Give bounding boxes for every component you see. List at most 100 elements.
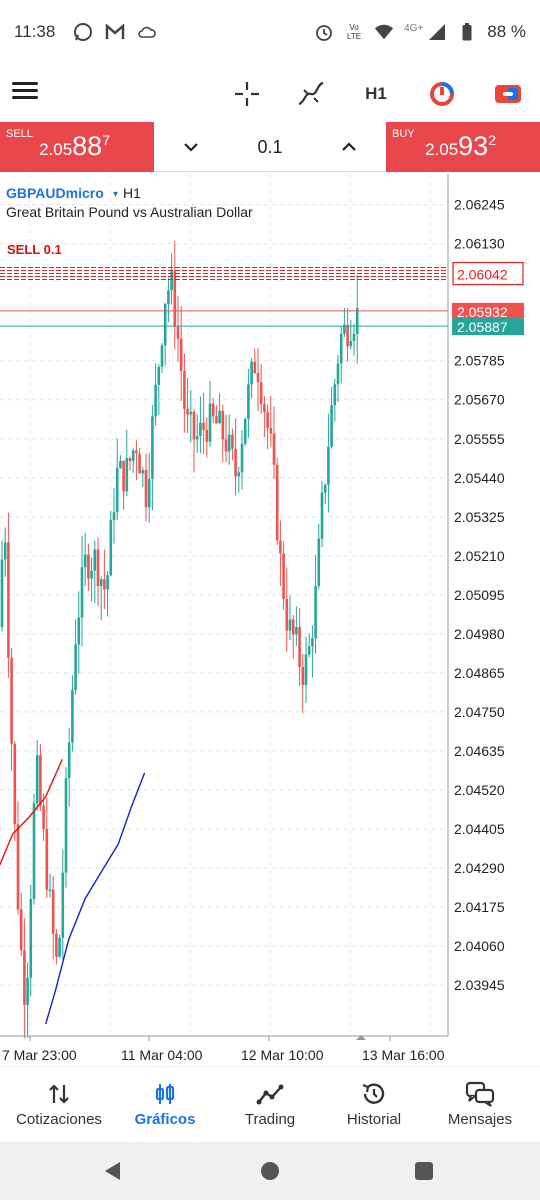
volume-value[interactable]: 0.1	[257, 137, 283, 157]
candle-body	[231, 434, 234, 449]
trading-icon	[216, 1077, 324, 1111]
candle-body	[61, 872, 65, 938]
candle-body	[87, 554, 90, 579]
candle-body	[7, 542, 10, 658]
candle-body	[103, 579, 106, 590]
home-icon[interactable]	[259, 1160, 281, 1187]
price-chart[interactable]: 2.06042 2.05932 2.05887 2.06245 2.06130 2.05…	[0, 174, 540, 1066]
candle-body	[256, 373, 260, 383]
chevron-down-icon[interactable]	[176, 132, 206, 162]
bid-price-label: 2.05887	[457, 319, 508, 335]
indicators-icon[interactable]	[291, 74, 331, 114]
candle-body	[237, 472, 241, 477]
candle-body	[339, 333, 343, 364]
price-axis-label: 2.04865	[454, 665, 505, 681]
candle-body	[301, 666, 305, 686]
candle-body	[26, 977, 29, 1005]
time-axis-label: 12 Mar 10:00	[241, 1047, 324, 1063]
chevron-up-icon[interactable]	[334, 132, 364, 162]
objects-icon[interactable]	[422, 74, 462, 114]
candle-body	[119, 460, 122, 468]
chart-description: Great Britain Pound vs Australian Dollar	[6, 204, 253, 220]
nav-messages[interactable]: Mensajes	[426, 1077, 534, 1128]
history-icon	[320, 1077, 428, 1111]
candle-body	[275, 464, 279, 541]
candle-body	[170, 271, 173, 291]
menu-icon[interactable]	[12, 78, 38, 104]
symbol-dropdown-icon[interactable]: ▾	[113, 189, 118, 200]
buy-label: BUY	[392, 128, 415, 140]
ma-blue-line	[45, 772, 146, 1025]
price-axis-label: 2.04175	[454, 899, 505, 915]
candle-body	[67, 742, 71, 779]
candle-body	[320, 492, 324, 539]
gmail-icon	[105, 22, 125, 42]
candle-body	[77, 617, 81, 645]
candle-body	[112, 512, 116, 520]
battery-level: 88 %	[487, 22, 526, 41]
candle-body	[304, 654, 308, 686]
cloud-icon	[137, 22, 157, 42]
candle-body	[189, 411, 193, 415]
candle-body	[346, 324, 349, 347]
whatsapp-icon	[73, 22, 93, 42]
nav-charts[interactable]: Gráficos	[111, 1077, 219, 1128]
candle-body	[58, 937, 61, 957]
candles	[0, 240, 359, 1038]
candle-body	[122, 460, 125, 492]
bottom-navigation: Cotizaciones Gráficos Trading Historial …	[0, 1066, 540, 1142]
candle-body	[192, 411, 196, 440]
candle-body	[183, 370, 186, 409]
candle-body	[202, 422, 205, 430]
candle-body	[109, 519, 113, 576]
crosshair-icon[interactable]	[227, 74, 267, 114]
price-axis-label: 2.05555	[454, 431, 505, 447]
buy-button[interactable]: BUY 2.05932	[386, 122, 540, 172]
candle-body	[199, 422, 202, 437]
candle-body	[23, 950, 26, 1005]
back-icon[interactable]	[102, 1160, 124, 1187]
order-price-box	[452, 261, 524, 286]
quotes-icon	[5, 1077, 113, 1111]
system-navigation-bar	[0, 1142, 540, 1200]
nav-history[interactable]: Historial	[320, 1077, 428, 1128]
chart-symbol[interactable]: GBPAUDmicro	[6, 185, 104, 201]
candle-body	[147, 478, 151, 508]
candle-body	[211, 403, 215, 417]
candle-body	[218, 410, 221, 424]
nav-quotes[interactable]: Cotizaciones	[5, 1077, 113, 1128]
nav-trading[interactable]: Trading	[216, 1077, 324, 1128]
candle-body	[259, 382, 263, 405]
candle-body	[240, 443, 244, 473]
order-label[interactable]: SELL 0.1	[7, 242, 62, 257]
recents-icon[interactable]	[414, 1161, 434, 1186]
candle-body	[323, 484, 327, 493]
candle-body	[215, 416, 218, 424]
candle-body	[51, 889, 55, 934]
candle-body	[32, 803, 36, 899]
candle-body	[247, 384, 250, 419]
sell-button[interactable]: SELL 2.05887	[0, 122, 154, 172]
candle-body	[186, 408, 189, 415]
candle-body	[138, 453, 141, 474]
time-axis-label: 13 Mar 16:00	[362, 1047, 445, 1063]
candle-body	[157, 366, 161, 385]
price-axis: 2.06245 2.06130 2.05785 2.05670 2.05555 2.054…	[0, 174, 505, 1063]
trade-icon[interactable]	[488, 74, 528, 114]
candle-body	[288, 619, 292, 631]
price-axis-label: 2.05095	[454, 587, 505, 603]
price-axis-label: 2.04405	[454, 821, 505, 837]
wifi-icon	[374, 22, 394, 42]
candle-body	[115, 467, 119, 513]
timeframe-button[interactable]: H1	[365, 84, 387, 103]
candle-body	[227, 434, 231, 452]
price-axis-label: 2.03945	[454, 977, 505, 993]
bid-price-box	[452, 318, 524, 336]
price-axis-label: 2.05785	[454, 353, 505, 369]
price-axis-label: 2.04750	[454, 704, 505, 720]
candle-body	[90, 570, 93, 579]
ask-price-box	[452, 302, 524, 320]
price-axis-label: 2.04060	[454, 938, 505, 954]
